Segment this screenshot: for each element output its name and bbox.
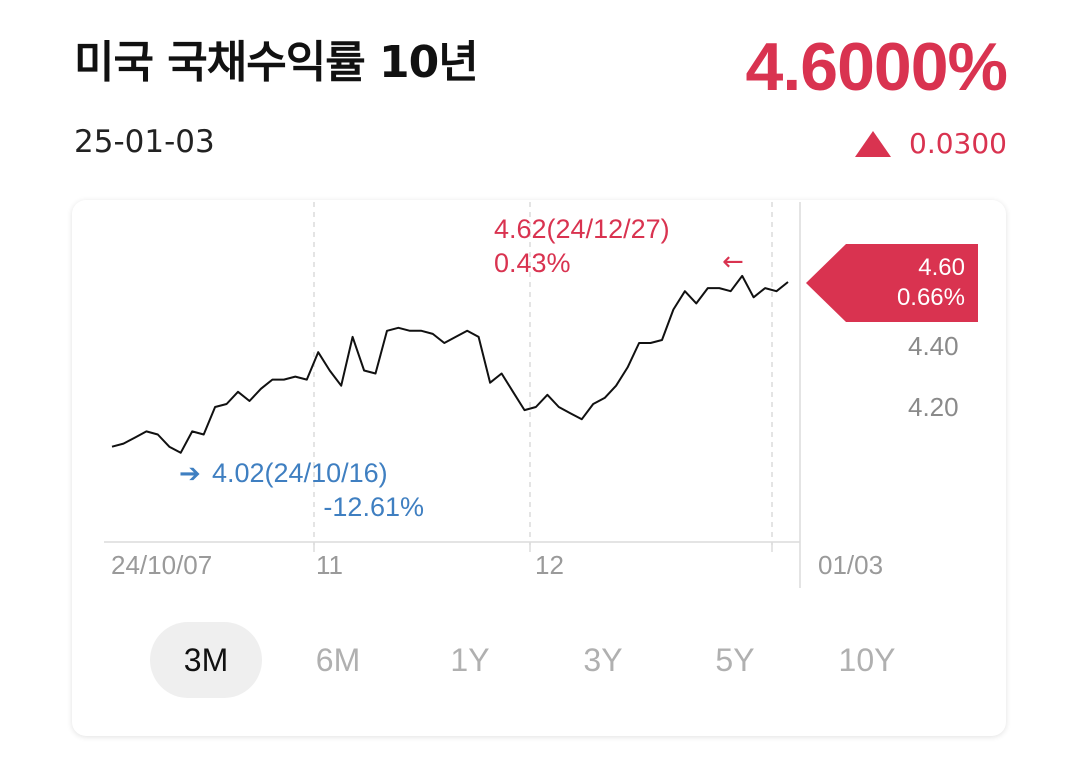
current-pct-text: 0.66% [897, 284, 965, 311]
low-annotation-pct: -12.61% [323, 492, 424, 522]
tab-10y[interactable]: 10Y [838, 641, 896, 678]
tab-3y[interactable]: 3Y [583, 641, 623, 678]
y-tick-label-1: 4.40 [908, 331, 959, 361]
tab-5y[interactable]: 5Y [715, 641, 755, 678]
up-triangle-icon [855, 130, 892, 157]
x-tick-label-2: 11 [316, 550, 343, 580]
low-arrow-icon: ➔ [179, 459, 201, 489]
tab-1y[interactable]: 1Y [450, 641, 490, 678]
low-annotation-label: 4.02(24/10/16) [212, 458, 388, 488]
high-annotation-label: 4.62(24/12/27) [494, 214, 670, 244]
series-line [111, 274, 789, 454]
high-arrow-icon: ← [722, 247, 744, 277]
x-tick-label-4: 01/03 [818, 550, 883, 580]
high-annotation-pct: 0.43% [494, 248, 571, 278]
current-value-text: 4.60 [918, 254, 965, 281]
date-label: 25-01-03 [74, 124, 215, 160]
current-price: 4.6000% [745, 29, 1008, 105]
current-value-tag [806, 244, 978, 322]
y-tick-label-2: 4.20 [908, 392, 959, 422]
period-tabs: 3M 6M 1Y 3Y 5Y 10Y [150, 622, 950, 698]
page-title: 미국 국채수익률 10년 [74, 37, 479, 88]
price-change: 0.0300 [855, 127, 1007, 160]
tab-3m[interactable]: 3M [150, 622, 262, 698]
x-tick-label-1: 24/10/07 [111, 550, 212, 580]
x-tick-label-3: 12 [535, 550, 564, 580]
tab-6m[interactable]: 6M [315, 641, 361, 678]
price-change-value: 0.0300 [909, 127, 1007, 160]
